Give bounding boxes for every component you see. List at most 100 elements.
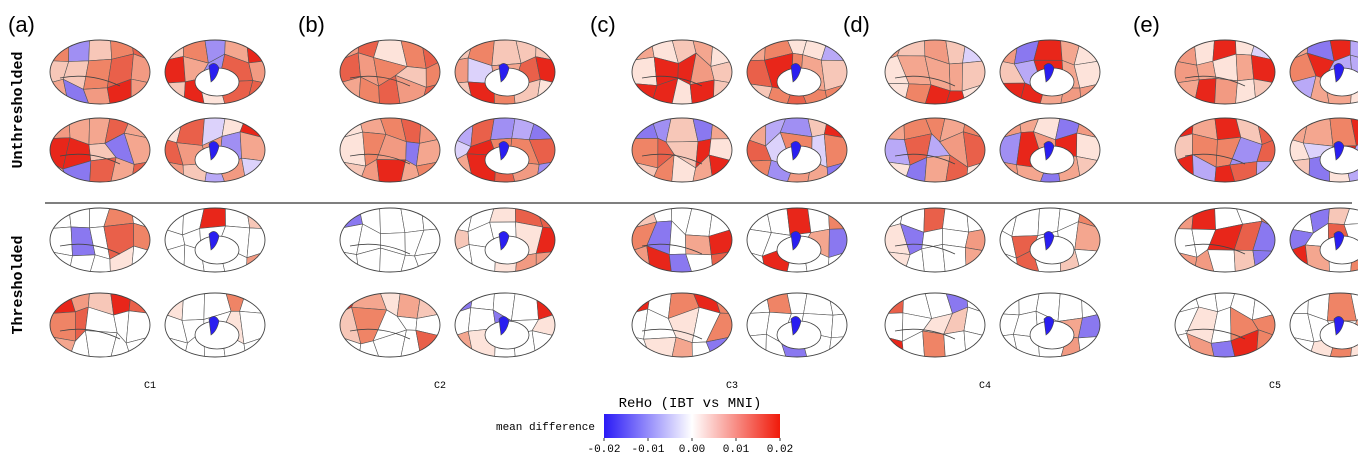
- parcel: [807, 206, 829, 233]
- parcel: [242, 158, 267, 184]
- panel-caption: C3: [726, 381, 738, 392]
- parcel: [1254, 79, 1277, 106]
- parcel: [630, 138, 658, 168]
- parcel: [1256, 161, 1277, 184]
- brain: [1173, 291, 1277, 359]
- parcel: [998, 161, 1019, 184]
- parcel: [923, 331, 946, 359]
- parcels: [163, 38, 267, 106]
- brain: [745, 116, 849, 184]
- parcel: [1215, 78, 1238, 106]
- parcel: [529, 116, 557, 140]
- parcel: [163, 161, 184, 184]
- parcels: [630, 206, 734, 274]
- parcel: [1253, 250, 1277, 274]
- parcel: [965, 248, 987, 274]
- parcel: [491, 116, 516, 140]
- parcel: [745, 291, 770, 314]
- parcel: [177, 116, 205, 145]
- colorbar-title: ReHo (IBT vs MNI): [619, 396, 762, 412]
- panel-caption: C2: [434, 381, 446, 392]
- parcels: [48, 38, 152, 106]
- colorbar-tick-label: -0.01: [631, 444, 664, 455]
- parcel: [897, 38, 924, 56]
- parcels: [1288, 38, 1358, 106]
- parcels: [745, 206, 849, 274]
- colorbar: [604, 414, 780, 438]
- brain: [883, 291, 987, 359]
- parcels: [883, 38, 987, 106]
- parcel: [745, 83, 772, 106]
- parcel: [998, 83, 1025, 106]
- parcels: [338, 38, 442, 106]
- parcel: [711, 116, 734, 139]
- parcel: [1288, 206, 1313, 233]
- parcel: [998, 291, 1019, 315]
- parcels: [453, 38, 557, 106]
- parcel: [163, 245, 185, 274]
- panel-caption: C4: [979, 381, 991, 392]
- parcel: [942, 206, 968, 232]
- parcel: [630, 116, 658, 139]
- parcel: [131, 161, 152, 184]
- parcel: [163, 291, 184, 320]
- parcel: [966, 206, 987, 232]
- colorbar-tick-label: 0.01: [723, 444, 750, 455]
- brain: [883, 206, 987, 274]
- parcels: [48, 291, 152, 359]
- parcels: [630, 291, 734, 359]
- brain: [48, 206, 152, 274]
- brain: [338, 291, 442, 359]
- parcel: [200, 206, 226, 228]
- parcel: [963, 38, 987, 63]
- parcel: [1075, 222, 1102, 252]
- parcel: [338, 132, 366, 166]
- brain: [453, 206, 557, 274]
- parcel: [690, 80, 714, 106]
- brain: [998, 206, 1102, 274]
- parcel: [338, 251, 359, 274]
- parcel: [824, 134, 849, 167]
- parcel: [745, 160, 771, 184]
- parcels: [998, 206, 1102, 274]
- brain: [630, 116, 734, 184]
- brain: [163, 206, 267, 274]
- parcel: [1012, 206, 1040, 236]
- parcels: [48, 206, 152, 274]
- parcels: [163, 116, 267, 184]
- parcels: [998, 38, 1102, 106]
- parcel: [163, 82, 185, 106]
- brain: [453, 291, 557, 359]
- parcels: [338, 291, 442, 359]
- parcel: [630, 38, 654, 61]
- panel-label: (e): [1133, 12, 1160, 37]
- parcels: [1173, 291, 1277, 359]
- parcels: [630, 38, 734, 106]
- parcel: [240, 291, 267, 314]
- brain: [48, 291, 152, 359]
- brain: [453, 116, 557, 184]
- parcel: [421, 206, 442, 230]
- parcel: [131, 246, 152, 274]
- brain: [48, 38, 152, 106]
- brain: [1173, 116, 1277, 184]
- row-label: Unthresholded: [10, 51, 27, 168]
- parcel: [1173, 206, 1194, 229]
- parcel: [644, 337, 676, 359]
- parcel: [883, 291, 904, 314]
- colorbar-label: mean difference: [496, 422, 595, 434]
- parcel: [1173, 80, 1199, 106]
- parcel: [883, 161, 910, 184]
- parcel: [89, 38, 112, 61]
- brain: [998, 116, 1102, 184]
- colorbar-tick-label: 0.02: [767, 444, 793, 455]
- parcel: [1256, 330, 1277, 359]
- parcel: [536, 161, 557, 184]
- parcels: [338, 116, 442, 184]
- panel-caption: C5: [1269, 381, 1281, 392]
- parcel: [711, 38, 734, 66]
- parcel: [246, 206, 267, 229]
- parcels: [745, 116, 849, 184]
- brain: [163, 116, 267, 184]
- brain: [163, 291, 267, 359]
